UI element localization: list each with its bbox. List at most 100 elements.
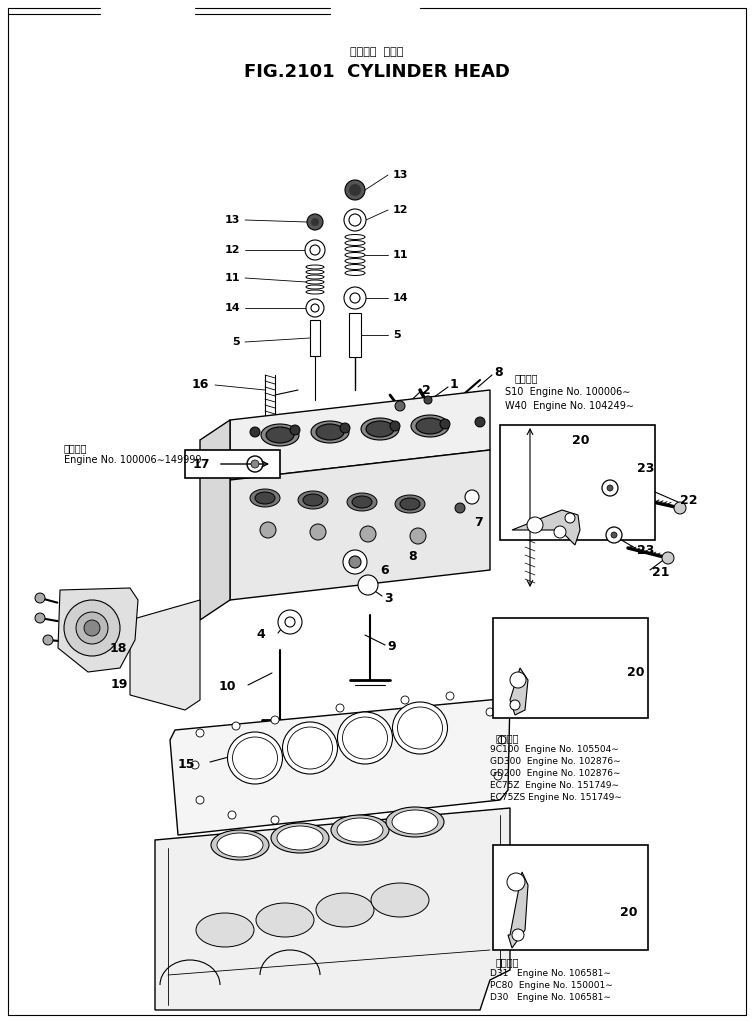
Ellipse shape (345, 240, 365, 246)
Text: 17: 17 (193, 457, 210, 471)
Ellipse shape (411, 415, 449, 437)
Circle shape (674, 502, 686, 514)
Polygon shape (155, 808, 510, 1010)
Ellipse shape (345, 265, 365, 269)
Text: 20: 20 (572, 434, 590, 446)
Text: 14: 14 (393, 293, 409, 303)
Ellipse shape (256, 903, 314, 937)
Circle shape (305, 240, 325, 260)
Ellipse shape (250, 489, 280, 507)
Text: 12: 12 (225, 244, 240, 255)
Circle shape (395, 401, 405, 411)
Ellipse shape (306, 275, 324, 279)
Text: 適用号機: 適用号機 (515, 373, 538, 383)
Text: 18: 18 (110, 641, 127, 655)
Bar (310, 320, 320, 356)
Circle shape (611, 532, 617, 538)
Ellipse shape (196, 913, 254, 947)
Text: 11: 11 (225, 273, 240, 283)
Text: 14: 14 (225, 303, 240, 313)
Ellipse shape (311, 421, 349, 443)
Ellipse shape (306, 290, 324, 294)
Text: 4: 4 (256, 628, 265, 641)
Circle shape (446, 692, 454, 700)
Ellipse shape (303, 494, 323, 506)
Text: 20: 20 (627, 666, 645, 678)
Circle shape (344, 287, 366, 309)
Ellipse shape (306, 285, 324, 290)
Text: GD200  Engine No. 102876∼: GD200 Engine No. 102876∼ (490, 769, 621, 779)
Ellipse shape (271, 822, 329, 853)
Ellipse shape (217, 833, 263, 857)
Text: 13: 13 (393, 170, 409, 180)
Circle shape (196, 796, 204, 804)
Ellipse shape (392, 810, 438, 834)
Text: 15: 15 (177, 757, 195, 770)
Circle shape (475, 417, 485, 427)
Text: 10: 10 (219, 680, 236, 694)
Circle shape (565, 513, 575, 523)
Circle shape (271, 816, 279, 824)
Polygon shape (230, 450, 490, 601)
Circle shape (606, 527, 622, 543)
Ellipse shape (228, 732, 283, 784)
Ellipse shape (345, 247, 365, 252)
Circle shape (191, 761, 199, 769)
Circle shape (602, 480, 618, 496)
Ellipse shape (266, 427, 294, 443)
Ellipse shape (261, 424, 299, 446)
Text: 11: 11 (393, 250, 409, 260)
Text: 5: 5 (393, 330, 400, 340)
Text: 5: 5 (232, 337, 240, 347)
Ellipse shape (345, 259, 365, 264)
Text: PC80  Engine No. 150001∼: PC80 Engine No. 150001∼ (490, 981, 613, 990)
Ellipse shape (361, 418, 399, 440)
Bar (185, 450, 280, 478)
Circle shape (306, 299, 324, 317)
Ellipse shape (283, 722, 338, 774)
Ellipse shape (395, 495, 425, 513)
Circle shape (43, 635, 53, 644)
Polygon shape (58, 588, 138, 672)
Circle shape (527, 517, 543, 533)
Circle shape (510, 700, 520, 710)
Circle shape (84, 620, 100, 636)
Ellipse shape (298, 491, 328, 509)
Circle shape (310, 524, 326, 540)
Circle shape (410, 528, 426, 544)
Circle shape (465, 490, 479, 504)
Ellipse shape (345, 234, 365, 239)
Circle shape (350, 293, 360, 303)
Polygon shape (230, 390, 490, 480)
Text: 12: 12 (393, 205, 409, 215)
Text: 16: 16 (192, 379, 209, 392)
Circle shape (196, 729, 204, 737)
Circle shape (290, 425, 300, 435)
Ellipse shape (306, 265, 324, 269)
Text: 7: 7 (474, 516, 483, 529)
Ellipse shape (211, 830, 269, 860)
Circle shape (390, 421, 400, 431)
Bar (500, 425, 655, 540)
Circle shape (64, 601, 120, 656)
Ellipse shape (342, 717, 388, 759)
Circle shape (35, 613, 45, 623)
Circle shape (228, 811, 236, 819)
Circle shape (455, 503, 465, 513)
Circle shape (345, 180, 365, 201)
Ellipse shape (338, 712, 393, 764)
Ellipse shape (371, 883, 429, 917)
Text: FIG.2101  CYLINDER HEAD: FIG.2101 CYLINDER HEAD (244, 63, 510, 81)
Ellipse shape (306, 270, 324, 274)
Ellipse shape (347, 493, 377, 512)
Ellipse shape (397, 707, 443, 749)
Circle shape (344, 209, 366, 231)
Text: 適用号機: 適用号機 (496, 733, 520, 743)
Bar (349, 313, 361, 357)
Ellipse shape (337, 818, 383, 842)
Text: W40  Engine No. 104249∼: W40 Engine No. 104249∼ (505, 401, 634, 411)
Text: 適用号機: 適用号機 (496, 957, 520, 967)
Polygon shape (512, 510, 580, 545)
Circle shape (285, 617, 295, 627)
Polygon shape (170, 698, 510, 835)
